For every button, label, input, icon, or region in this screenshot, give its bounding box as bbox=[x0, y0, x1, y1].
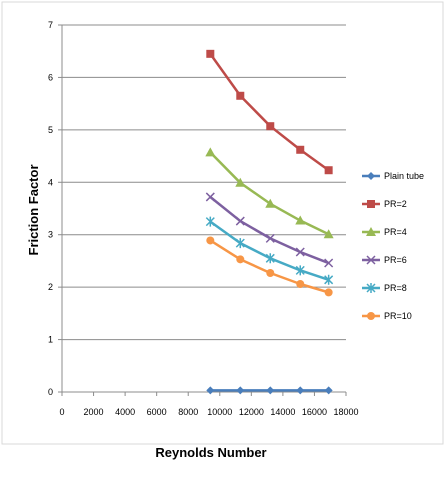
y-tick-label: 0 bbox=[48, 387, 53, 397]
legend-label: PR=6 bbox=[384, 255, 407, 265]
legend-label: PR=4 bbox=[384, 227, 407, 237]
y-tick-label: 2 bbox=[48, 282, 53, 292]
y-tick-label: 7 bbox=[48, 20, 53, 30]
legend: Plain tube PR=2 PR=4 PR=6 PR=8 PR=10 bbox=[362, 171, 424, 321]
data-point bbox=[235, 238, 245, 249]
data-point bbox=[236, 386, 245, 395]
legend-label: PR=10 bbox=[384, 311, 412, 321]
x-tick-label: 8000 bbox=[178, 407, 198, 417]
y-tick-label: 3 bbox=[48, 230, 53, 240]
data-point bbox=[266, 268, 275, 277]
x-tick-labels: 0 2000 4000 6000 8000 10000 12000 14000 16000 180… bbox=[59, 407, 358, 417]
legend-label: PR=8 bbox=[384, 283, 407, 293]
legend-marker bbox=[367, 172, 375, 180]
y-tick-labels: 0 1 2 3 4 5 6 7 bbox=[48, 20, 53, 397]
data-point bbox=[324, 274, 334, 285]
legend-item: PR=10 bbox=[362, 311, 412, 321]
legend-item: PR=2 bbox=[362, 199, 407, 209]
data-point bbox=[266, 386, 275, 395]
data-point bbox=[205, 147, 216, 157]
series-pr-6 bbox=[205, 192, 334, 268]
data-point bbox=[205, 192, 215, 202]
legend-item: Plain tube bbox=[362, 171, 424, 181]
y-tick-label: 6 bbox=[48, 72, 53, 82]
data-point bbox=[265, 198, 276, 208]
data-point bbox=[235, 177, 246, 187]
x-tick-label: 0 bbox=[59, 407, 64, 417]
series-pr-8 bbox=[205, 216, 334, 285]
data-point bbox=[206, 386, 215, 395]
data-point bbox=[265, 233, 275, 243]
x-tick-label: 12000 bbox=[239, 407, 264, 417]
data-point bbox=[296, 145, 305, 154]
x-tick-label: 6000 bbox=[147, 407, 167, 417]
legend-marker bbox=[366, 255, 376, 265]
data-point bbox=[236, 91, 245, 100]
data-point bbox=[324, 288, 333, 297]
data-point bbox=[296, 386, 305, 395]
data-point bbox=[296, 279, 305, 288]
legend-marker bbox=[366, 283, 376, 293]
chart-area-border bbox=[1, 1, 444, 445]
data-point bbox=[295, 215, 306, 225]
data-point bbox=[323, 229, 334, 239]
x-tick-label: 14000 bbox=[270, 407, 295, 417]
series-plain-tube bbox=[206, 386, 333, 395]
x-tick-label: 2000 bbox=[84, 407, 104, 417]
data-point bbox=[235, 216, 245, 226]
legend-item: PR=6 bbox=[362, 255, 407, 265]
legend-marker bbox=[367, 200, 375, 208]
data-point bbox=[205, 216, 215, 227]
data-point bbox=[324, 386, 333, 395]
legend-item: PR=4 bbox=[362, 227, 407, 237]
y-tick-label: 5 bbox=[48, 125, 53, 135]
data-point bbox=[295, 265, 305, 276]
legend-item: PR=8 bbox=[362, 283, 407, 293]
x-tick-label: 10000 bbox=[207, 407, 232, 417]
x-axis-title: Reynolds Number bbox=[155, 445, 266, 460]
data-point bbox=[295, 247, 305, 257]
series-layer bbox=[205, 49, 334, 395]
data-point bbox=[265, 253, 275, 264]
series-pr-10 bbox=[206, 236, 333, 297]
legend-label: Plain tube bbox=[384, 171, 424, 181]
y-tick-label: 1 bbox=[48, 335, 53, 345]
x-tick-label: 18000 bbox=[333, 407, 358, 417]
data-point bbox=[206, 236, 215, 245]
y-tick-label: 4 bbox=[48, 177, 53, 187]
x-tick-label: 16000 bbox=[302, 407, 327, 417]
data-point bbox=[324, 166, 333, 175]
legend-marker bbox=[366, 227, 376, 236]
series-pr-2 bbox=[206, 49, 333, 175]
data-point bbox=[236, 255, 245, 264]
legend-marker bbox=[367, 312, 375, 320]
legend-label: PR=2 bbox=[384, 199, 407, 209]
data-point bbox=[266, 122, 275, 131]
data-point bbox=[324, 258, 334, 268]
x-tick-label: 4000 bbox=[115, 407, 135, 417]
data-point bbox=[206, 49, 215, 58]
series-pr-4 bbox=[205, 147, 334, 239]
y-axis-title: Friction Factor bbox=[26, 164, 41, 255]
